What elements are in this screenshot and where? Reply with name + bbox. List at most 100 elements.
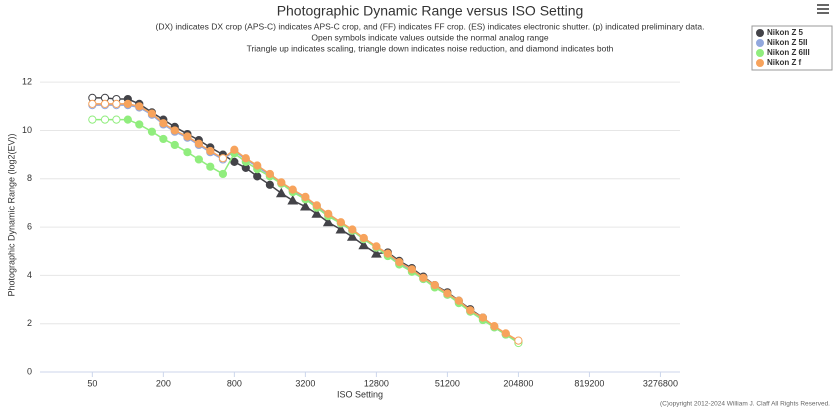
point-triangle: [358, 239, 370, 250]
y-tick-label: 2: [27, 318, 32, 328]
point: [265, 180, 274, 189]
point: [135, 102, 144, 111]
point: [407, 265, 416, 274]
x-tick-label: 12800: [364, 378, 389, 388]
legend-marker: [756, 29, 764, 37]
y-tick-label: 0: [27, 366, 32, 376]
point: [443, 289, 452, 298]
legend-label: Nikon Z 6III: [767, 48, 810, 57]
point-open: [100, 99, 110, 108]
point-triangle: [322, 216, 334, 227]
point-triangle: [335, 223, 347, 234]
x-tick-label: 3276800: [643, 378, 678, 388]
y-axis-label: Photographic Dynamic Range (log2(EV)): [6, 133, 16, 296]
point-open: [218, 154, 228, 163]
x-tick-label: 50: [87, 378, 97, 388]
subtitle: (DX) indicates DX crop (APS-C) indicates…: [156, 21, 705, 31]
chart-title: Photographic Dynamic Range versus ISO Se…: [277, 3, 584, 19]
point: [241, 154, 250, 163]
point: [135, 120, 144, 129]
y-tick-label: 8: [27, 173, 32, 183]
x-tick-label: 51200: [435, 378, 460, 388]
x-tick-label: 3200: [295, 378, 315, 388]
y-tick-label: 10: [22, 125, 32, 135]
point: [230, 157, 239, 166]
point: [183, 148, 192, 157]
point: [265, 169, 274, 179]
point: [383, 249, 392, 258]
legend-marker: [756, 39, 764, 47]
point: [206, 146, 215, 156]
point: [147, 109, 157, 118]
y-tick-label: 6: [27, 221, 32, 231]
point-open: [88, 99, 97, 108]
point: [170, 126, 179, 135]
point: [230, 145, 239, 154]
point: [430, 280, 439, 290]
legend-label: Nikon Z 5II: [767, 38, 807, 47]
series-line: [92, 104, 519, 343]
point: [218, 169, 228, 179]
point-open: [514, 336, 523, 345]
y-tick-label: 4: [27, 270, 32, 280]
series-line: [92, 103, 519, 342]
point-triangle: [287, 194, 299, 205]
point: [359, 233, 368, 243]
copyright: (C)opyright 2012-2024 William J. Claff A…: [660, 401, 830, 408]
point-open: [112, 99, 121, 108]
point-open: [112, 115, 121, 124]
series: Nikon Z 5II: [88, 38, 807, 346]
subtitle: Triangle up indicates scaling, triangle …: [247, 43, 614, 53]
point: [454, 296, 463, 305]
legend-box: [751, 25, 833, 71]
point: [372, 242, 381, 251]
point: [123, 115, 132, 124]
series: Nikon Z f: [88, 58, 802, 345]
point-triangle: [346, 231, 358, 241]
x-tick-label: 800: [227, 378, 242, 388]
point-open: [100, 115, 110, 124]
point: [301, 192, 310, 201]
point: [312, 201, 321, 210]
subtitle: Open symbols indicate values outside the…: [311, 32, 548, 42]
point: [183, 132, 192, 141]
point: [478, 313, 488, 322]
x-axis-label: ISO Setting: [337, 389, 383, 399]
series-line: [92, 97, 484, 319]
point: [123, 99, 132, 108]
point: [490, 322, 499, 331]
menu-icon[interactable]: [817, 4, 829, 14]
point-triangle: [311, 208, 323, 218]
point: [288, 185, 297, 194]
legend-label: Nikon Z 5: [767, 28, 804, 37]
point: [159, 119, 168, 128]
series: Nikon Z 6III: [88, 48, 810, 348]
point: [466, 306, 475, 315]
point-triangle: [300, 201, 311, 211]
point: [147, 127, 157, 136]
point: [324, 209, 333, 218]
x-tick-label: 819200: [574, 378, 604, 388]
series-line: [92, 118, 519, 344]
x-tick-label: 200: [156, 378, 171, 388]
point: [253, 172, 262, 181]
point: [253, 161, 262, 170]
point: [348, 225, 357, 234]
point: [170, 140, 179, 150]
point-triangle: [275, 187, 287, 198]
point: [419, 273, 428, 282]
point: [194, 139, 203, 148]
legend-label: Nikon Z f: [767, 58, 802, 67]
series: Nikon Z 5: [88, 28, 804, 322]
point: [336, 218, 345, 227]
point-triangle: [371, 248, 382, 258]
point: [277, 178, 286, 187]
point: [194, 155, 203, 164]
point-open: [88, 115, 97, 124]
y-tick-label: 12: [22, 77, 32, 87]
point: [159, 134, 168, 144]
x-tick-label: 204800: [503, 378, 533, 388]
legend-marker: [756, 49, 764, 57]
point: [206, 162, 215, 171]
